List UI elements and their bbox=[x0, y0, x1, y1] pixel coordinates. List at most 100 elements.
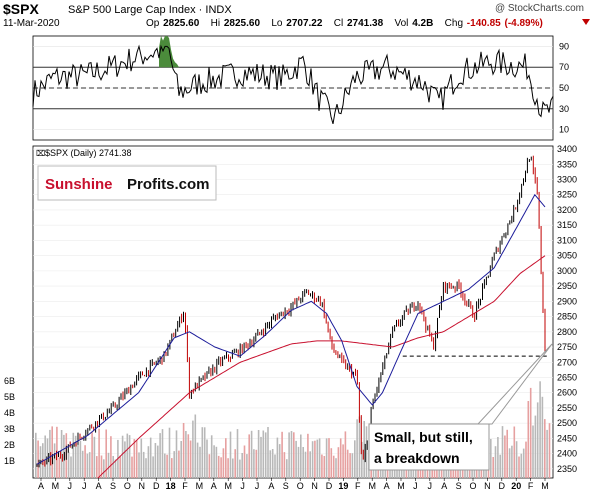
volume-bar bbox=[318, 438, 321, 478]
rsi-tick-label: 90 bbox=[559, 41, 569, 51]
volume-bar bbox=[267, 427, 269, 478]
price-tick-label: 2750 bbox=[557, 342, 577, 352]
volume-bar bbox=[58, 457, 61, 478]
volume-bar bbox=[274, 454, 276, 478]
annotation-line-2: a breakdown bbox=[374, 450, 460, 466]
volume-bar bbox=[159, 433, 161, 478]
x-tick-label: F bbox=[528, 481, 534, 491]
x-tick-label: J bbox=[255, 481, 260, 491]
volume-bar bbox=[133, 439, 136, 478]
price-tick-label: 2650 bbox=[557, 372, 577, 382]
volume-bar bbox=[358, 416, 361, 478]
volume-bar bbox=[93, 436, 96, 478]
volume-bar bbox=[199, 446, 201, 478]
price-tick-label: 2400 bbox=[557, 449, 577, 459]
volume-bar bbox=[356, 419, 358, 478]
volume-bar bbox=[236, 429, 239, 478]
volume-bar bbox=[128, 435, 131, 478]
volume-tick-label: 1B bbox=[4, 456, 15, 466]
volume-bar bbox=[304, 451, 307, 478]
volume-bar bbox=[504, 435, 506, 478]
volume-bar bbox=[335, 458, 337, 478]
volume-bar bbox=[140, 438, 143, 478]
x-tick-label: O bbox=[469, 481, 476, 491]
volume-bar bbox=[269, 450, 272, 478]
chart-date: 11-Mar-2020 bbox=[3, 18, 60, 29]
volume-bar bbox=[107, 452, 110, 478]
high-value: 2825.60 bbox=[223, 18, 261, 29]
volume-bar bbox=[119, 455, 121, 478]
price-tick-label: 3150 bbox=[557, 220, 577, 230]
x-tick-label: A bbox=[268, 481, 274, 491]
volume-bar bbox=[210, 435, 213, 478]
volume-tick-label: 6B bbox=[4, 376, 15, 386]
volume-bar bbox=[342, 444, 344, 478]
volume-bar bbox=[349, 453, 351, 478]
volume-bar bbox=[325, 438, 328, 478]
volume-bar bbox=[44, 435, 46, 478]
volume-bar bbox=[293, 432, 295, 478]
price-tick-label: 2700 bbox=[557, 357, 577, 367]
annotation-line-1: Small, but still, bbox=[374, 429, 473, 445]
volume-bar bbox=[295, 440, 297, 478]
rsi-line bbox=[32, 44, 554, 125]
x-tick-label: S bbox=[283, 481, 289, 491]
volume-bar bbox=[51, 426, 53, 478]
rsi-tick-label: 70 bbox=[559, 62, 569, 72]
volume-bar bbox=[77, 444, 79, 478]
annotation-pointer bbox=[476, 343, 553, 425]
rsi-tick-label: 30 bbox=[559, 104, 569, 114]
volume-bar bbox=[154, 443, 157, 478]
volume-bar bbox=[283, 452, 286, 478]
x-tick-label: M bbox=[368, 481, 376, 491]
x-tick-label: D bbox=[499, 481, 506, 491]
price-tick-label: 3000 bbox=[557, 266, 577, 276]
volume-bar bbox=[513, 426, 516, 478]
volume-bar bbox=[536, 402, 539, 478]
x-tick-label: D bbox=[153, 481, 160, 491]
volume-bar bbox=[264, 432, 267, 478]
price-tick-label: 2950 bbox=[557, 281, 577, 291]
volume-bar bbox=[354, 440, 356, 478]
volume-bar bbox=[311, 441, 314, 478]
price-tick-label: 3250 bbox=[557, 190, 577, 200]
volume-bar bbox=[178, 450, 180, 478]
volume-bar bbox=[173, 451, 175, 478]
volume-bar bbox=[246, 454, 248, 478]
volume-bar bbox=[501, 426, 504, 478]
price-tick-label: 2850 bbox=[557, 312, 577, 322]
price-tick-label: 3300 bbox=[557, 175, 577, 185]
x-tick-label: O bbox=[124, 481, 131, 491]
x-tick-label: M bbox=[52, 481, 60, 491]
price-tick-label: 2900 bbox=[557, 296, 577, 306]
sma50-line bbox=[36, 193, 546, 465]
legend-icon: ⌧ bbox=[36, 149, 45, 158]
price-tick-label: 3400 bbox=[557, 144, 577, 154]
volume-bar bbox=[494, 446, 497, 478]
volume-bar bbox=[161, 429, 164, 478]
volume-bar bbox=[255, 449, 258, 478]
x-tick-label: A bbox=[38, 481, 44, 491]
volume-bar bbox=[518, 456, 520, 478]
volume-bar bbox=[541, 396, 544, 478]
close-label: Cl bbox=[333, 18, 344, 29]
volume-bar bbox=[497, 437, 499, 478]
change-value: -140.85 (-4.89%) bbox=[466, 18, 543, 29]
volume-tick-label: 5B bbox=[4, 392, 15, 402]
x-tick-label: J bbox=[240, 481, 245, 491]
x-tick-label: N bbox=[484, 481, 491, 491]
volume-bar bbox=[276, 437, 279, 478]
volume-bar bbox=[203, 427, 206, 478]
volume-bar bbox=[346, 449, 349, 478]
volume-bar bbox=[96, 456, 98, 478]
volume-bar bbox=[234, 449, 236, 478]
volume-bar bbox=[281, 431, 283, 478]
price-tick-label: 2350 bbox=[557, 464, 577, 474]
volume-bar bbox=[196, 442, 199, 478]
volume-bar bbox=[323, 456, 326, 478]
volume-bar bbox=[288, 432, 290, 478]
volume-bar bbox=[142, 451, 145, 478]
x-tick-label: F bbox=[182, 481, 188, 491]
volume-bar bbox=[192, 420, 194, 478]
volume-bar bbox=[110, 436, 112, 478]
